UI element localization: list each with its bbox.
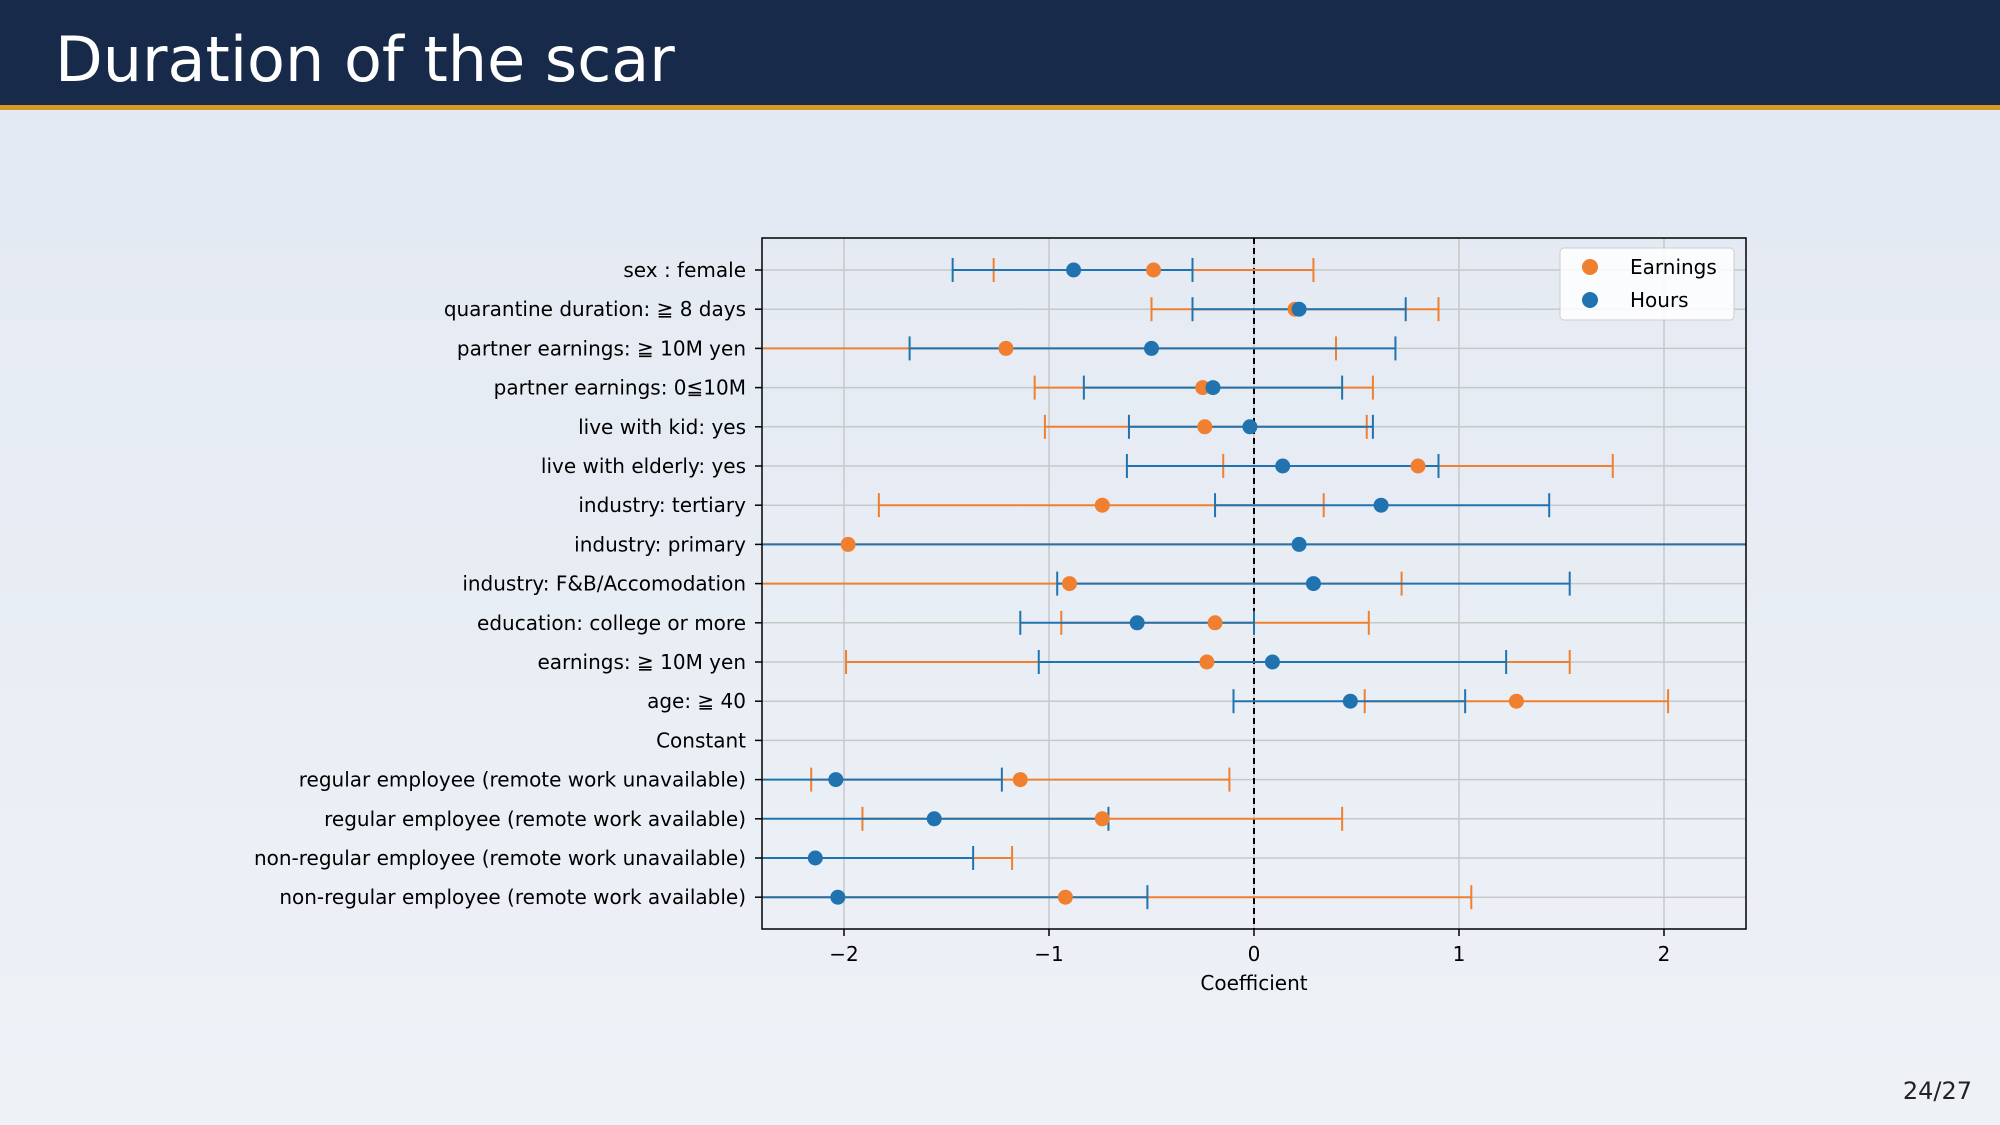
legend-box <box>1559 247 1735 321</box>
point-hours <box>830 889 846 905</box>
point-earnings <box>1197 419 1213 435</box>
category-label: live with elderly: yes <box>541 454 746 478</box>
category-label: industry: F&B/Accomodation <box>462 572 746 596</box>
x-tick-label: −2 <box>829 942 858 966</box>
page-total: 27 <box>1941 1077 1972 1105</box>
x-tick-label: −1 <box>1034 942 1063 966</box>
category-label: education: college or more <box>477 611 746 635</box>
x-tick-label: 0 <box>1248 942 1261 966</box>
category-label: partner earnings: 0≦10M <box>494 376 746 400</box>
page-separator: / <box>1933 1077 1942 1105</box>
legend-marker-hours <box>1582 292 1598 308</box>
category-labels: sex : female quarantine duration: ≧ 8 day… <box>254 258 762 909</box>
page-counter: 24/27 <box>1903 1077 1972 1105</box>
point-hours <box>1291 301 1307 317</box>
category-label: age: ≧ 40 <box>647 689 746 713</box>
category-label: regular employee (remote work unavailabl… <box>299 768 746 792</box>
point-hours <box>1129 615 1145 631</box>
category-label: earnings: ≧ 10M yen <box>537 650 746 674</box>
point-hours <box>1275 458 1291 474</box>
slide-title: Duration of the scar <box>55 23 675 96</box>
point-earnings <box>1207 615 1223 631</box>
point-hours <box>926 811 942 827</box>
point-earnings <box>1195 380 1211 396</box>
point-earnings <box>1094 811 1110 827</box>
category-label: industry: tertiary <box>578 493 746 517</box>
point-hours <box>1342 693 1358 709</box>
chart-legend: Earnings Hours <box>1559 247 1735 321</box>
point-hours <box>1205 380 1221 396</box>
point-hours <box>1144 340 1159 356</box>
point-hours <box>1291 536 1307 552</box>
slide-header <box>0 0 2000 105</box>
coefficient-points <box>807 262 1524 905</box>
point-earnings <box>1057 889 1073 905</box>
point-hours <box>1066 262 1082 278</box>
category-label: sex : female <box>623 258 746 282</box>
point-hours <box>1373 497 1389 513</box>
category-label: non-regular employee (remote work unavai… <box>254 846 746 870</box>
header-accent-rule <box>0 105 2000 110</box>
page-current: 24 <box>1902 1077 1934 1105</box>
category-label: Constant <box>656 728 746 752</box>
category-label: quarantine duration: ≧ 8 days <box>444 297 746 321</box>
x-axis-ticks: −2 −1 0 1 2 <box>829 929 1670 966</box>
point-earnings <box>1146 262 1162 278</box>
point-earnings <box>1094 497 1110 513</box>
point-hours <box>828 772 844 788</box>
point-hours <box>807 850 823 866</box>
x-tick-label: 1 <box>1453 942 1466 966</box>
legend-marker-earnings <box>1582 259 1598 275</box>
category-label: live with kid: yes <box>578 415 746 439</box>
point-earnings <box>1508 693 1524 709</box>
x-axis-label: Coefficient <box>1200 971 1307 995</box>
point-hours <box>1264 654 1280 670</box>
point-hours <box>1242 419 1258 435</box>
point-earnings <box>1062 576 1077 592</box>
point-earnings <box>998 340 1014 356</box>
point-earnings <box>1199 654 1215 670</box>
point-earnings <box>1012 772 1028 788</box>
point-hours <box>1305 576 1321 592</box>
category-label: partner earnings: ≧ 10M yen <box>457 336 746 360</box>
category-label: industry: primary <box>574 532 746 556</box>
point-earnings <box>1410 458 1426 474</box>
point-earnings <box>840 536 856 552</box>
category-label: regular employee (remote work available) <box>324 807 746 831</box>
legend-label-hours: Hours <box>1630 288 1689 312</box>
category-label: non-regular employee (remote work availa… <box>279 885 746 909</box>
legend-label-earnings: Earnings <box>1630 255 1717 279</box>
x-tick-label: 2 <box>1658 942 1671 966</box>
